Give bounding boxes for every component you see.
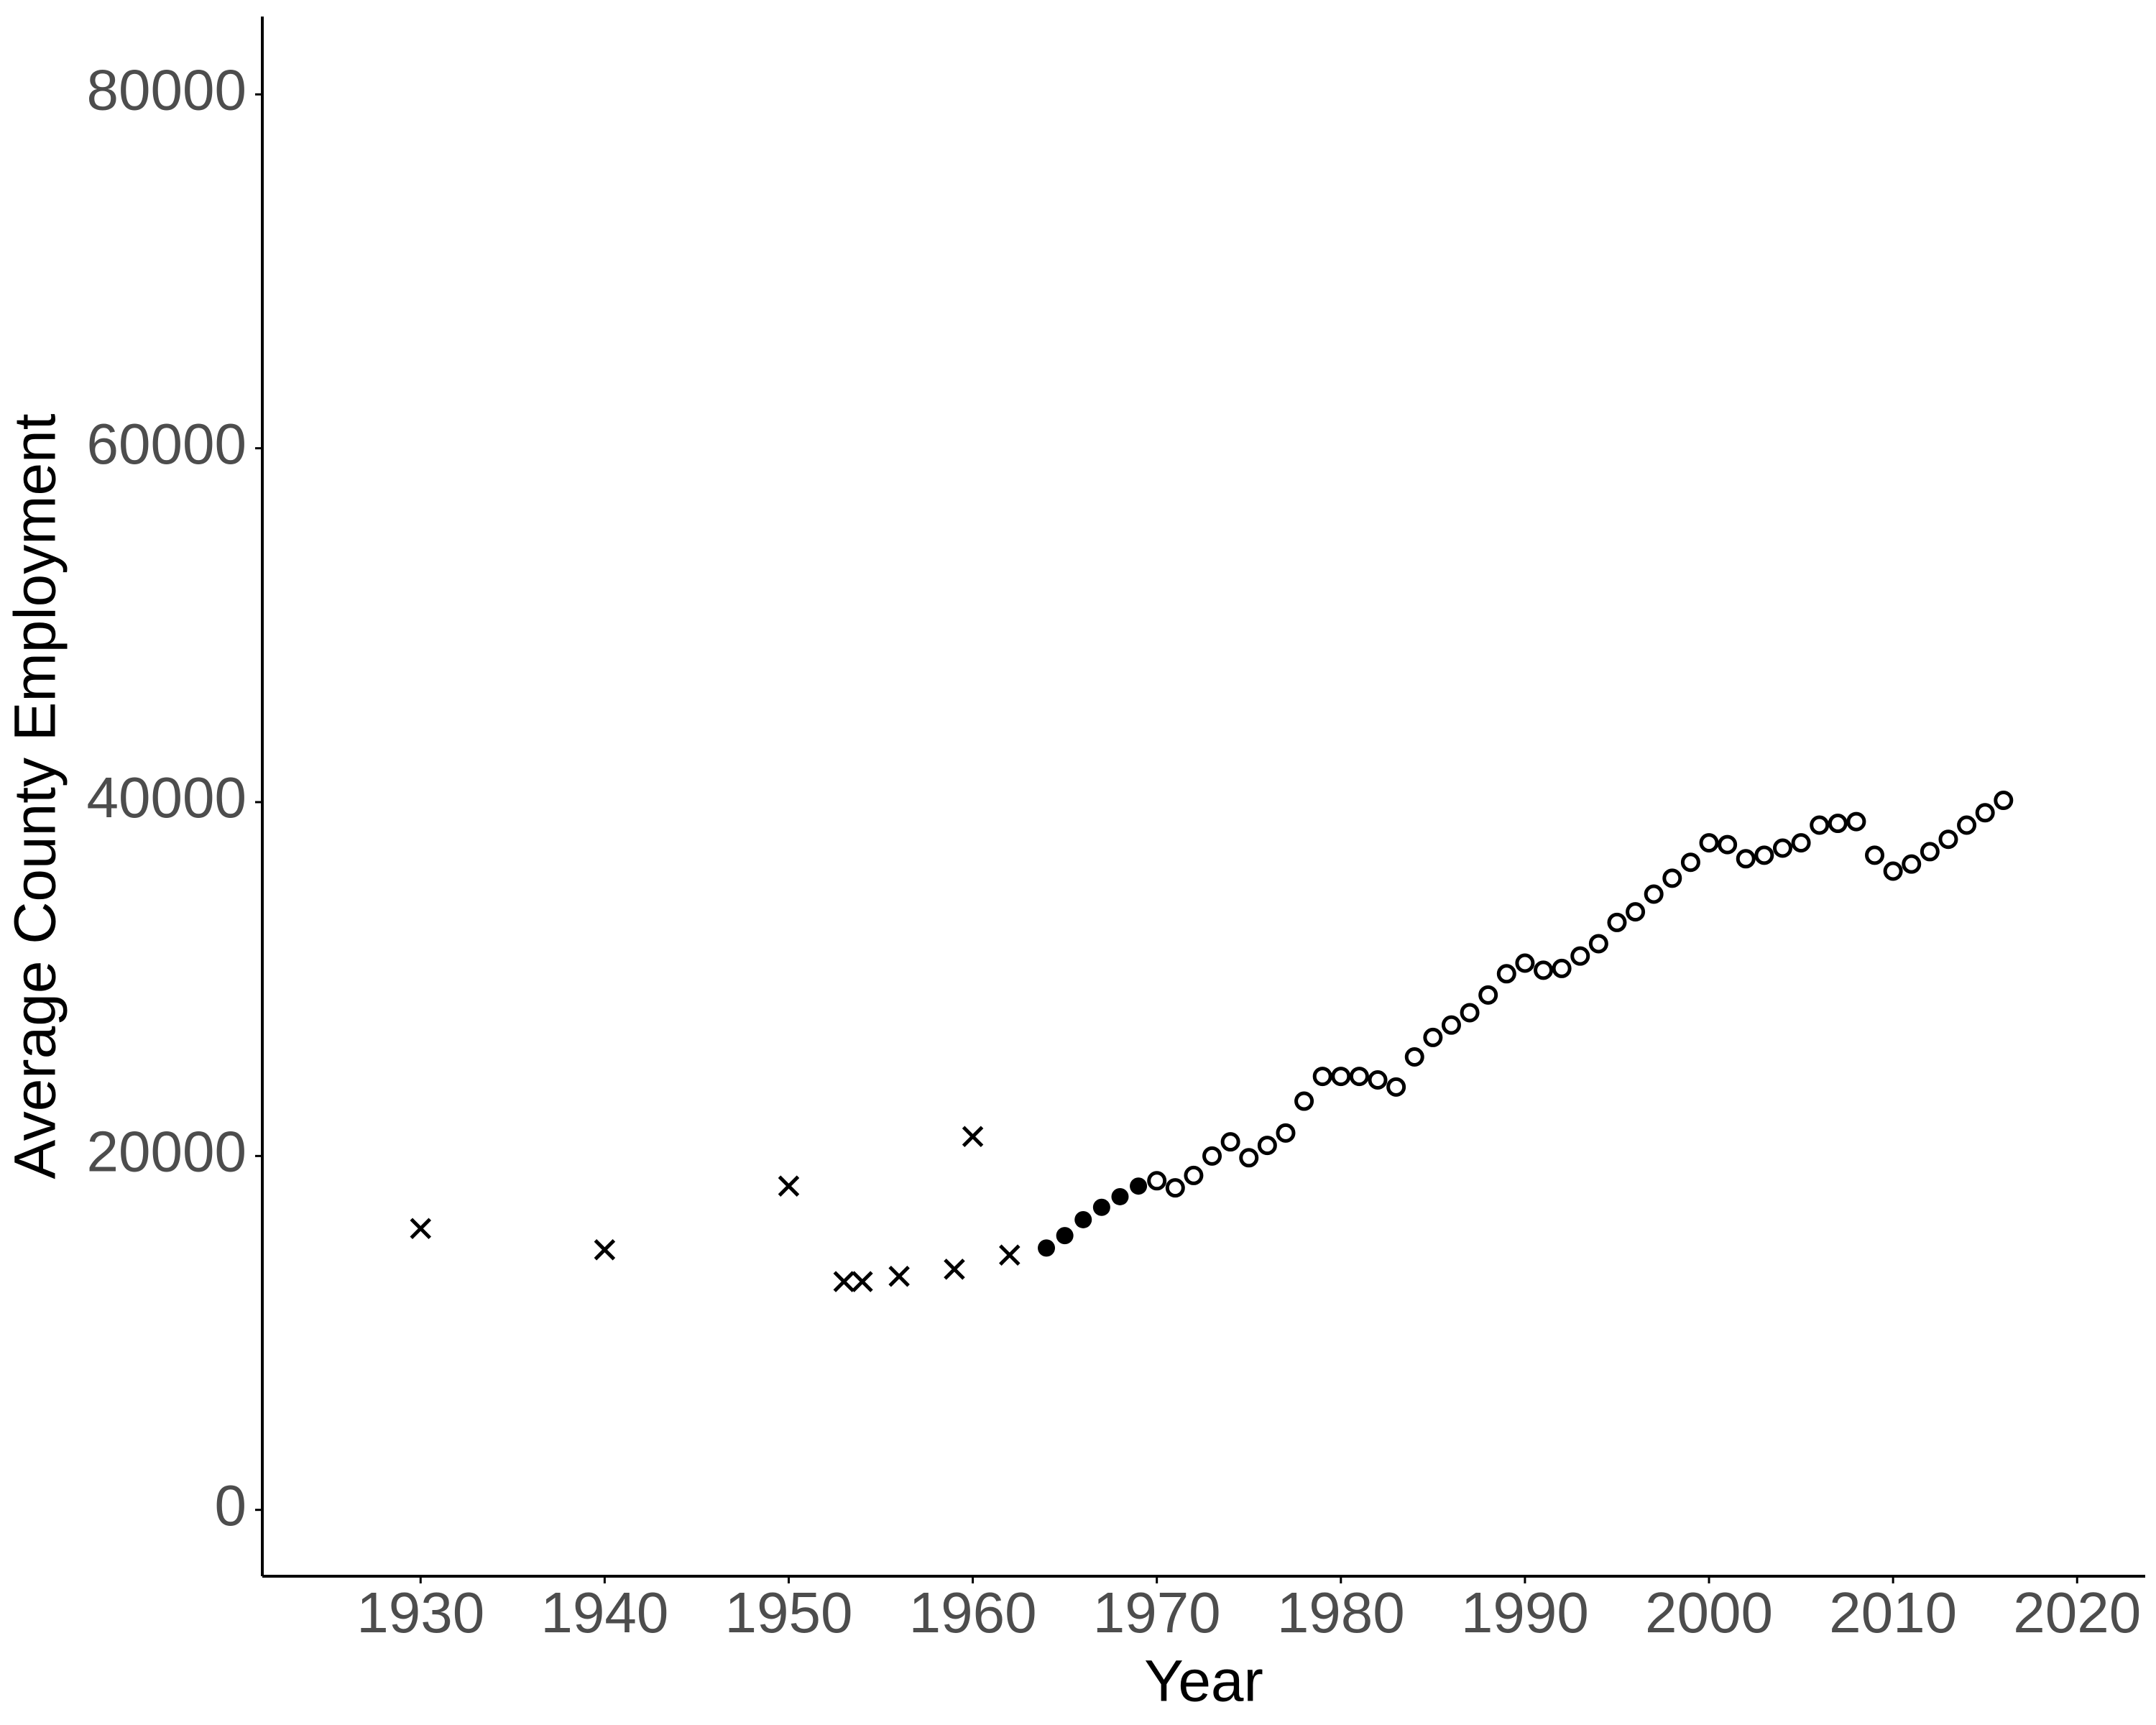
- y-tick-label: 20000: [87, 1119, 247, 1183]
- open-point: [1920, 842, 1940, 862]
- open-point: [1404, 1046, 1424, 1067]
- open-point: [1368, 1070, 1388, 1090]
- open-point: [1772, 838, 1792, 858]
- open-point: [1257, 1136, 1277, 1156]
- open-point: [1478, 985, 1498, 1005]
- open-point: [1626, 902, 1646, 922]
- open-point: [1680, 852, 1700, 873]
- y-tick-label: 0: [215, 1473, 247, 1537]
- cross-point: [852, 1271, 873, 1292]
- x-tick-label: 1990: [1461, 1581, 1589, 1644]
- cross-point: [999, 1244, 1021, 1266]
- open-point: [1165, 1178, 1185, 1198]
- open-point: [1662, 868, 1682, 888]
- open-point: [1496, 964, 1516, 984]
- open-point: [1349, 1067, 1369, 1087]
- filled-point: [1074, 1210, 1092, 1228]
- filled-point: [1130, 1177, 1148, 1195]
- cross-point: [778, 1175, 800, 1197]
- open-point: [1423, 1027, 1443, 1047]
- open-point: [1791, 833, 1811, 853]
- open-point: [1865, 845, 1885, 865]
- x-tick-label: 1940: [540, 1581, 668, 1644]
- filled-point: [1038, 1239, 1056, 1257]
- open-point: [1460, 1003, 1480, 1023]
- x-tick-label: 2020: [2013, 1581, 2141, 1644]
- open-point: [1883, 861, 1903, 881]
- open-point: [1239, 1148, 1259, 1168]
- open-point: [1754, 845, 1774, 865]
- open-point: [1644, 884, 1664, 904]
- cross-point: [833, 1271, 855, 1292]
- open-point: [1202, 1146, 1222, 1166]
- x-tick-label: 2000: [1645, 1581, 1773, 1644]
- open-point: [1718, 834, 1738, 855]
- open-point: [1386, 1077, 1406, 1097]
- open-point: [1276, 1123, 1296, 1143]
- filled-point: [1092, 1198, 1110, 1216]
- cross-point: [962, 1126, 984, 1148]
- open-point: [1588, 934, 1608, 954]
- open-point: [1331, 1067, 1351, 1087]
- open-point: [1570, 946, 1590, 966]
- open-point: [1441, 1015, 1461, 1035]
- open-point: [1957, 815, 1977, 835]
- open-point: [1699, 833, 1719, 853]
- x-tick-label: 1980: [1277, 1581, 1405, 1644]
- cross-point: [410, 1218, 432, 1240]
- open-point: [1736, 849, 1756, 869]
- open-point: [1828, 814, 1848, 834]
- open-point: [1607, 912, 1627, 932]
- open-point: [1147, 1171, 1167, 1191]
- cross-point: [888, 1265, 910, 1287]
- cross-point: [944, 1259, 965, 1280]
- x-tick-label: 1970: [1093, 1581, 1221, 1644]
- open-point: [1994, 791, 2014, 811]
- open-point: [1975, 803, 1995, 823]
- open-point: [1534, 960, 1554, 980]
- y-tick-label: 60000: [87, 412, 247, 476]
- x-tick-label: 2010: [1829, 1581, 1957, 1644]
- open-point: [1294, 1091, 1314, 1111]
- open-point: [1938, 829, 1958, 850]
- x-tick-label: 1960: [909, 1581, 1037, 1644]
- open-point: [1220, 1132, 1240, 1152]
- y-axis-title: Average County Employment: [3, 413, 68, 1179]
- open-point: [1846, 811, 1866, 832]
- filled-point: [1111, 1187, 1129, 1205]
- y-tick-label: 40000: [87, 765, 247, 829]
- open-point: [1552, 958, 1572, 978]
- open-point: [1184, 1165, 1204, 1185]
- filled-point: [1056, 1227, 1074, 1245]
- open-point: [1312, 1067, 1332, 1087]
- x-axis-title: Year: [1144, 1649, 1263, 1714]
- cross-point: [594, 1239, 616, 1261]
- open-point: [1810, 815, 1830, 835]
- open-point: [1902, 854, 1922, 874]
- open-point: [1515, 953, 1535, 973]
- x-tick-label: 1930: [356, 1581, 484, 1644]
- y-tick-label: 80000: [87, 58, 247, 121]
- x-tick-label: 1950: [724, 1581, 852, 1644]
